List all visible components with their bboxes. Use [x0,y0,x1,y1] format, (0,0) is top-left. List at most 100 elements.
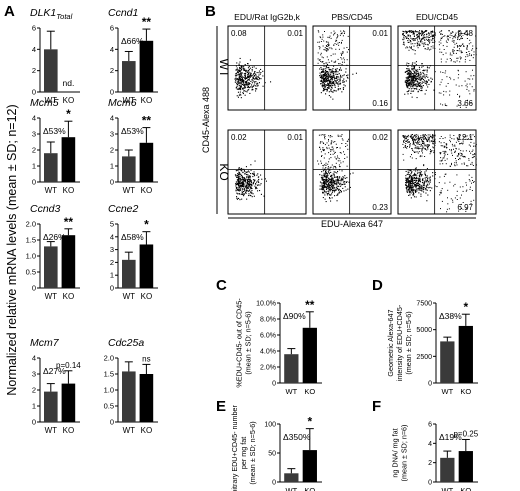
y-tick-label: 4 [32,45,36,54]
y-tick-label: 2 [32,66,36,75]
y-tick-label: 4 [428,441,432,448]
chart-title-sub: Total [56,12,72,21]
y-tick-label: 0 [110,284,114,293]
y-axis-label: %EDU+CD45- out of CD45-(mean ± SD; n=5-6… [235,298,253,388]
y-tick-label: 2 [32,146,36,155]
delta-label: Δ38% [439,311,462,321]
flow-dots [317,30,357,100]
y-tick-label: 4 [110,45,114,54]
y-tick-label: 0 [110,88,114,97]
y-tick-label: 2 [110,146,114,155]
delta-label: Δ53% [43,126,66,136]
flow-dots [234,160,267,201]
y-tick-label: 0 [110,418,114,427]
quadrant-value-br: 0.23 [372,203,388,212]
y-tick-label: 0 [32,178,36,187]
panel-label-b: B [205,3,216,20]
chart-mcm6: 0 1 2 3 4 WT KO **Δ53% Mcm6 [108,97,158,195]
flow-plot-frame [227,129,307,215]
y-tick-label: 2.0% [260,365,276,372]
significance-label: * [66,107,71,121]
y-tick-label: 1 [32,162,36,171]
y-tick-label: 1.5 [26,236,36,245]
y-tick-label: 10.0% [256,301,276,308]
chart-c: 0 2.0% 4.0% 6.0% 8.0% 10.0% WT KO **Δ90% %EDU+CD4… [235,298,322,396]
significance-label: ** [305,298,315,312]
significance-label: * [463,300,468,314]
bar-wt [122,371,136,422]
quadrant-value-tr: 12.1 [457,133,473,142]
flow-cytometry-grid: EDU/Rat IgG2b,k PBS/CD45 EDU/CD45WTKOCD45-… [201,12,478,229]
significance-label: p=0.25 [453,429,478,438]
x-tick-label: KO [304,486,315,491]
bar-wt [122,156,136,182]
flow-plot-ko-3: 12.1 6.97 [397,129,477,215]
flow-plot-frame [312,129,392,215]
bar-wt [44,246,58,288]
y-axis-label: Arbitrary EDU+CD45- numberper mg fat(mea… [230,405,257,491]
bar-ko [458,451,473,482]
y-tick-label: 1.0 [26,252,36,261]
panel-a-ylabel: Normalized relative mRNA levels (mean ± … [5,104,19,395]
y-tick-label: 1 [110,271,114,280]
x-tick-label: WT [45,96,58,105]
flow-column-title: EDU/CD45 [416,12,458,22]
y-tick-label: 0.5 [26,268,36,277]
y-tick-label: 2.0 [104,354,114,363]
x-tick-label: KO [460,486,471,491]
x-tick-label: WT [286,387,298,396]
flow-plot-frame [312,25,392,111]
bar-ko [458,325,473,383]
chart-e: 0 50 100 WT KO * Δ350% Arbitrary EDU+CD45- numb… [230,405,322,491]
y-tick-label: 4 [32,354,36,363]
x-tick-label: KO [460,387,471,396]
delta-label: Δ58% [121,232,144,242]
bar-ko [302,327,317,383]
bar-wt [44,49,58,92]
panel-label-f: F [372,398,381,415]
y-tick-label: 6 [32,24,36,33]
y-tick-label: 3 [110,245,114,254]
x-tick-label: KO [141,426,153,435]
bar-ko [61,235,76,288]
y-tick-label: 2 [110,66,114,75]
quadrant-value-tl: 0.08 [231,29,247,38]
flow-dots [402,30,478,108]
y-tick-label: 1.5 [104,370,114,379]
bar-ko [139,40,154,92]
flow-x-axis-label: EDU-Alexa 647 [321,219,383,229]
bar-ko [139,244,154,288]
chart-cdc25a: 0 0.5 1.0 1.5 2.0 WT KO ns Cdc25a [104,337,158,435]
y-tick-label: 2.0 [26,220,36,229]
x-tick-label: WT [123,426,136,435]
chart-ccnd3: 0 0.5 1.0 1.5 2.0 WT KO ** Δ26% Ccnd3 [26,203,80,301]
panel-label-e: E [216,398,226,415]
chart-title: Mcm7 [30,337,60,349]
chart-dlk1: 0 2 4 6 WT nd. KO DLK1Total [30,7,80,105]
y-tick-label: 0 [272,381,276,388]
y-tick-label: 6.0% [260,333,276,340]
quadrant-value-tl: 0.02 [231,133,247,142]
chart-title: Ccnd1 [108,7,138,19]
flow-plot-frame [397,129,477,215]
chart-mcm5: 0 1 2 3 4 WT KO *Δ53% Mcm5 [30,97,80,195]
y-tick-label: 3 [110,130,114,139]
chart-ccnd1: 0 2 4 6 WT KO ** Δ66% Ccnd1 [108,7,158,105]
y-tick-label: 0 [32,88,36,97]
y-tick-label: 2 [428,460,432,467]
bar-ko [139,374,154,422]
quadrant-value-tr: 9.48 [457,29,473,38]
flow-column-title: PBS/CD45 [331,12,372,22]
x-tick-label: WT [442,387,454,396]
y-tick-label: 4.0% [260,349,276,356]
quadrant-value-tr: 0.01 [372,29,388,38]
y-tick-label: 4 [110,232,114,241]
y-tick-label: 0 [110,178,114,187]
x-tick-label: KO [141,292,153,301]
y-tick-label: 5000 [416,327,432,334]
bar-ko [139,142,154,182]
significance-label: ** [142,15,152,29]
y-tick-label: 0 [32,418,36,427]
